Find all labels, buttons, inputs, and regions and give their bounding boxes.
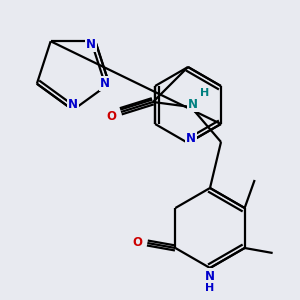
Text: O: O — [106, 110, 116, 122]
Text: O: O — [132, 236, 142, 250]
Text: N: N — [86, 38, 96, 51]
Text: N: N — [186, 133, 196, 146]
Text: N: N — [100, 77, 110, 90]
Text: N: N — [205, 269, 215, 283]
Text: H: H — [206, 283, 214, 293]
Text: H: H — [200, 88, 210, 98]
Text: N: N — [68, 98, 78, 112]
Text: N: N — [188, 98, 198, 110]
